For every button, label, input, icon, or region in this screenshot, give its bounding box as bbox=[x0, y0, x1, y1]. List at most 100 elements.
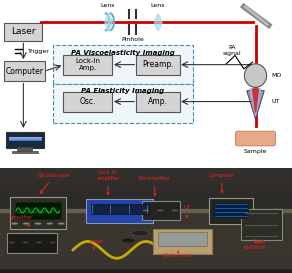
Bar bbox=[0, 244, 292, 245]
Circle shape bbox=[34, 222, 41, 225]
Text: Pinhole: Pinhole bbox=[121, 37, 144, 42]
Bar bbox=[0, 224, 292, 225]
Bar bbox=[0, 209, 292, 212]
Bar bbox=[0, 186, 292, 187]
Text: Oscilloscope: Oscilloscope bbox=[38, 173, 71, 193]
Bar bbox=[0, 232, 292, 233]
Bar bbox=[0, 231, 292, 232]
Bar bbox=[0, 169, 292, 170]
Bar bbox=[0, 256, 292, 257]
Bar bbox=[0, 197, 292, 198]
Bar bbox=[0, 211, 292, 212]
Bar bbox=[0, 248, 292, 249]
Bar bbox=[0, 203, 292, 204]
Text: Lock-in
amplifier: Lock-in amplifier bbox=[96, 170, 120, 194]
Bar bbox=[0, 175, 292, 176]
Bar bbox=[0, 268, 292, 269]
Bar bbox=[0, 212, 292, 213]
Text: Water tank: Water tank bbox=[164, 251, 193, 258]
Circle shape bbox=[23, 222, 30, 225]
Bar bbox=[0, 189, 292, 190]
Bar bbox=[0, 207, 292, 208]
Bar bbox=[0, 217, 292, 218]
Circle shape bbox=[142, 209, 150, 212]
Circle shape bbox=[11, 222, 18, 225]
Text: Trigger: Trigger bbox=[28, 49, 50, 54]
Circle shape bbox=[131, 230, 149, 236]
Bar bbox=[0, 187, 292, 188]
Bar bbox=[0, 192, 292, 193]
Bar bbox=[0, 221, 292, 222]
FancyBboxPatch shape bbox=[63, 55, 112, 75]
FancyBboxPatch shape bbox=[4, 23, 42, 41]
Bar bbox=[0, 238, 292, 239]
Bar bbox=[0, 234, 292, 235]
Text: Computer: Computer bbox=[6, 67, 44, 76]
Bar bbox=[0, 176, 292, 177]
Ellipse shape bbox=[244, 64, 267, 87]
Circle shape bbox=[22, 241, 28, 244]
FancyBboxPatch shape bbox=[142, 201, 180, 220]
Text: Lens: Lens bbox=[150, 2, 165, 8]
Bar bbox=[0, 201, 292, 203]
Bar bbox=[0, 251, 292, 252]
Bar bbox=[0, 254, 292, 255]
Bar bbox=[0, 237, 292, 238]
Text: PA Elasticity Imaging: PA Elasticity Imaging bbox=[81, 88, 164, 94]
Text: UT: UT bbox=[183, 205, 190, 217]
Text: PA
signal: PA signal bbox=[223, 45, 241, 56]
Bar bbox=[0, 183, 292, 184]
Bar bbox=[0, 171, 292, 172]
Circle shape bbox=[172, 209, 179, 212]
Bar bbox=[0, 198, 292, 199]
Bar bbox=[0, 177, 292, 179]
Bar bbox=[0, 252, 292, 253]
Bar bbox=[6, 132, 44, 149]
Circle shape bbox=[157, 209, 164, 212]
Bar bbox=[0, 229, 292, 230]
Circle shape bbox=[121, 238, 136, 243]
Bar bbox=[0, 195, 292, 196]
Bar bbox=[0, 269, 292, 270]
FancyBboxPatch shape bbox=[236, 131, 275, 146]
FancyBboxPatch shape bbox=[153, 229, 212, 254]
Text: Scan
platform: Scan platform bbox=[243, 239, 266, 250]
FancyBboxPatch shape bbox=[136, 91, 180, 112]
Text: Lens: Lens bbox=[101, 2, 115, 8]
FancyBboxPatch shape bbox=[241, 209, 282, 240]
Bar bbox=[0, 228, 292, 229]
Bar bbox=[0, 209, 292, 210]
Bar bbox=[213, 201, 248, 218]
Text: Osc.: Osc. bbox=[79, 97, 96, 106]
Bar bbox=[0, 170, 292, 171]
Bar bbox=[0, 265, 292, 266]
Bar bbox=[0, 179, 292, 180]
Bar bbox=[0, 204, 292, 205]
Bar bbox=[0, 188, 292, 189]
Bar bbox=[0, 260, 292, 262]
Bar bbox=[0, 208, 292, 209]
Bar bbox=[0, 219, 292, 221]
Bar bbox=[0, 194, 292, 195]
FancyBboxPatch shape bbox=[136, 55, 180, 75]
Bar bbox=[53, 84, 193, 123]
Bar bbox=[0, 225, 292, 226]
Bar bbox=[0, 271, 292, 272]
FancyBboxPatch shape bbox=[10, 197, 66, 229]
FancyBboxPatch shape bbox=[7, 233, 57, 253]
Bar bbox=[0, 230, 292, 231]
Bar bbox=[0, 266, 292, 267]
Bar bbox=[0, 272, 292, 273]
Circle shape bbox=[50, 241, 55, 244]
Text: Laser: Laser bbox=[89, 239, 104, 250]
Bar bbox=[0, 226, 292, 227]
Text: Lock-in
Amp.: Lock-in Amp. bbox=[75, 58, 100, 71]
Bar bbox=[0, 191, 292, 192]
Bar bbox=[0, 247, 292, 248]
Text: PA Viscoelasticity Imaging: PA Viscoelasticity Imaging bbox=[71, 49, 175, 56]
Bar bbox=[0, 218, 292, 219]
Bar bbox=[0, 262, 292, 263]
Polygon shape bbox=[253, 89, 258, 112]
Text: UT: UT bbox=[272, 99, 280, 104]
Bar bbox=[0, 180, 292, 182]
